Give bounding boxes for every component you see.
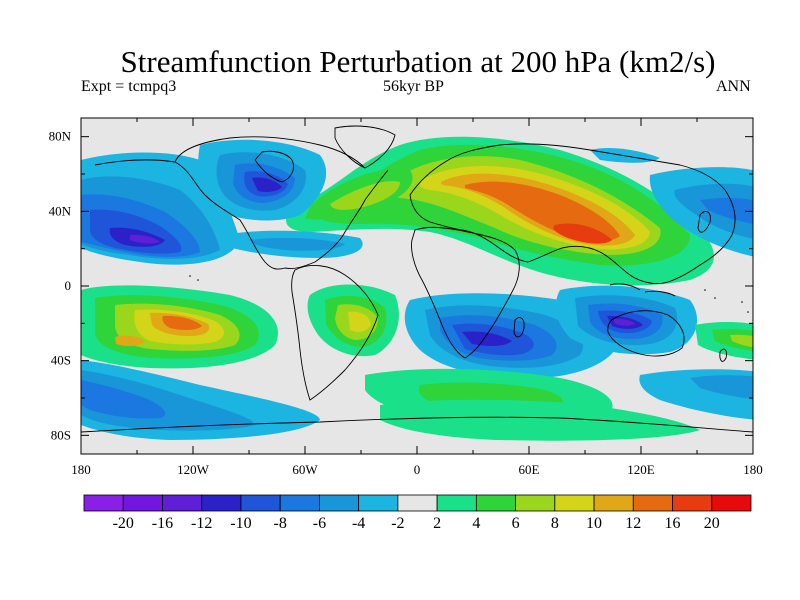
experiment-label: Expt = tcmpq3 xyxy=(81,78,177,95)
colorbar-label: 2 xyxy=(433,515,441,532)
colorbar-swatch xyxy=(554,494,595,512)
colorbar-swatch xyxy=(201,494,242,512)
south-atlantic-positive-anomaly xyxy=(307,284,399,357)
x-tick-label: 180 xyxy=(743,462,763,477)
season-label: ANN xyxy=(716,78,751,95)
colorbar: -20 -16 -12 -10 -8 -6 -4 -2 2 4 6 8 10 12 16 20 xyxy=(83,494,752,532)
colorbar-label: 8 xyxy=(551,515,559,532)
x-tick-label: 60E xyxy=(519,462,540,477)
colorbar-label: 12 xyxy=(625,515,641,532)
contour-field xyxy=(81,118,753,454)
colorbar-swatch xyxy=(672,494,713,512)
colorbar-swatch xyxy=(319,494,360,512)
x-tick-label: 120W xyxy=(177,462,210,477)
y-tick-label: 80S xyxy=(51,427,71,442)
colorbar-label: -4 xyxy=(352,515,365,532)
colorbar-label: -20 xyxy=(113,515,134,532)
colorbar-swatch xyxy=(711,494,752,512)
colorbar-label: -8 xyxy=(274,515,287,532)
y-tick-label: 80N xyxy=(49,129,72,144)
pacific-negative-anomaly xyxy=(81,139,753,265)
colorbar-label: 6 xyxy=(512,515,520,532)
colorbar-label: -12 xyxy=(191,515,212,532)
south-pacific-positive-anomaly xyxy=(81,285,278,369)
plot-title: Streamfunction Perturbation at 200 hPa (… xyxy=(120,44,716,79)
colorbar-label: 4 xyxy=(472,515,480,532)
period-label: 56kyr BP xyxy=(383,78,444,95)
colorbar-swatch xyxy=(515,494,556,512)
colorbar-swatch xyxy=(358,494,399,512)
x-tick-label: 120E xyxy=(627,462,655,477)
small-islands xyxy=(189,275,749,313)
dateline-positive-anomaly xyxy=(695,322,753,360)
colorbar-label: -2 xyxy=(391,515,404,532)
colorbar-label: 10 xyxy=(586,515,602,532)
colorbar-swatch xyxy=(83,494,124,512)
x-tick-label: 60W xyxy=(292,462,318,477)
colorbar-swatch xyxy=(279,494,320,512)
colorbar-label: 16 xyxy=(665,515,681,532)
colorbar-swatch xyxy=(240,494,281,512)
colorbar-swatch xyxy=(475,494,516,512)
x-tick-label: 180 xyxy=(71,462,91,477)
y-tick-label: 40N xyxy=(49,203,72,218)
colorbar-label: -10 xyxy=(230,515,251,532)
colorbar-swatch xyxy=(632,494,673,512)
y-axis: 80N 40N 0 40S 80S xyxy=(49,129,753,442)
colorbar-swatch xyxy=(397,494,438,512)
x-axis: 180 120W 60W 0 60E 120E 180 xyxy=(71,118,763,477)
colorbar-label: -6 xyxy=(313,515,326,532)
atlantic-positive-anomaly xyxy=(305,169,413,220)
colorbar-label: 20 xyxy=(704,515,720,532)
colorbar-swatch xyxy=(122,494,163,512)
southern-africa-negative-anomaly xyxy=(404,285,698,379)
colorbar-label: -16 xyxy=(152,515,173,532)
colorbar-swatch xyxy=(593,494,634,512)
x-tick-label: 0 xyxy=(414,462,421,477)
colorbar-swatch xyxy=(162,494,203,512)
coastlines xyxy=(81,125,753,433)
southern-ocean-anomalies xyxy=(81,360,753,441)
colorbar-swatch xyxy=(436,494,477,512)
y-tick-label: 40S xyxy=(51,353,71,368)
y-tick-label: 0 xyxy=(65,278,72,293)
